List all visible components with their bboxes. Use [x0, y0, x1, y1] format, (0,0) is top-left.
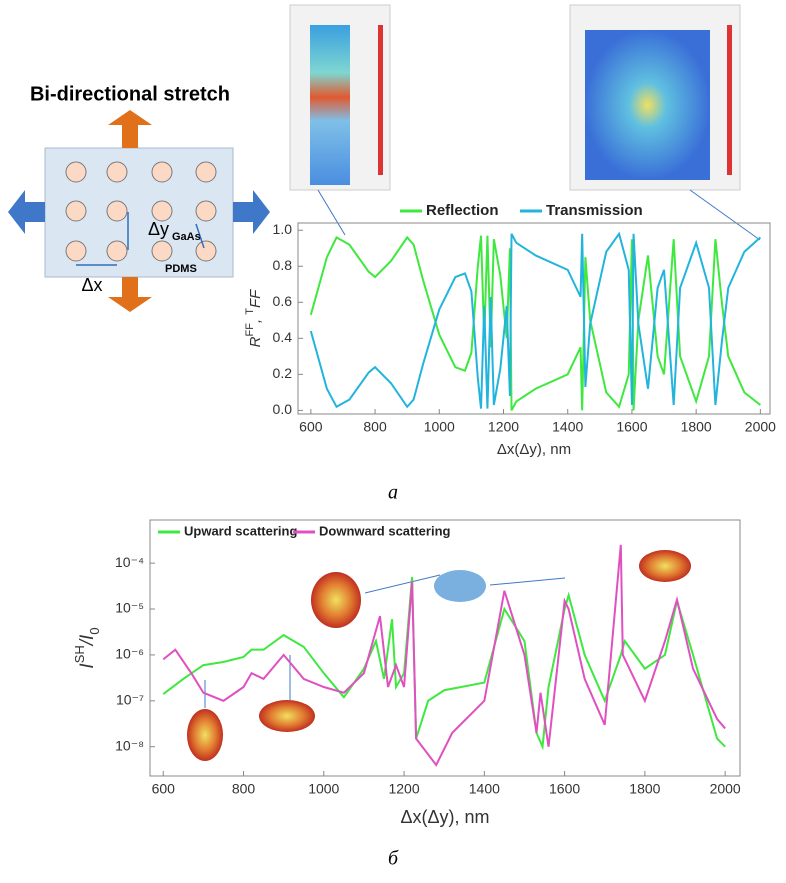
series-line: [162, 576, 726, 751]
y-tick-label: 0.8: [273, 257, 293, 273]
y-axis-label: RFF, TFF: [244, 289, 264, 348]
arrow-right: [233, 190, 270, 234]
legend-label: Transmission: [546, 202, 643, 219]
particles: [65, 161, 217, 262]
y-tick-label: 0.0: [273, 401, 293, 417]
x-tick-label: 1800: [681, 419, 712, 435]
legend-label: Reflection: [426, 202, 499, 219]
y-axis-label-part: /I: [77, 634, 98, 647]
inset-pointers: [317, 189, 761, 241]
y-axis-label-part: T: [244, 308, 256, 315]
legend-label: Downward scattering: [319, 523, 451, 538]
pattern-insets: [187, 550, 691, 761]
x-axis-label: Δx(Δy), nm: [400, 807, 489, 827]
arrow-down: [108, 277, 152, 312]
y-tick-label: 10⁻⁵: [115, 600, 144, 616]
y-tick-label: 0.2: [273, 365, 293, 381]
colorbar: [727, 25, 732, 175]
y-axis-label-part: I: [77, 663, 98, 669]
x-tick-label: 1600: [549, 781, 580, 797]
x-tick-label: 1400: [552, 419, 583, 435]
x-tick-label: 1200: [388, 781, 419, 797]
caption: a: [388, 482, 398, 504]
series-line: [309, 235, 761, 411]
x-tick-label: 1000: [308, 781, 339, 797]
y-tick-label: 10⁻⁶: [115, 646, 144, 662]
y-tick-label: 10⁻⁷: [116, 692, 144, 708]
x-tick-label: 2000: [710, 781, 741, 797]
y-tick-label: 0.6: [273, 293, 293, 309]
material-label: GaAs: [172, 231, 201, 243]
x-tick-label: 800: [232, 781, 256, 797]
x-tick-label: 1400: [469, 781, 500, 797]
y-tick-label: 10⁻⁸: [115, 737, 144, 753]
y-axis-label-part: FF: [244, 323, 256, 337]
field-map: [310, 25, 350, 185]
x-axis-label: Δx(Δy), nm: [497, 441, 571, 458]
field-map: [585, 30, 710, 180]
x-tick-label: 1200: [488, 419, 519, 435]
plot-frame: [297, 222, 771, 415]
caption: б: [388, 848, 399, 870]
y-axis-label-part: SH: [72, 645, 87, 663]
y-tick-label: 0.4: [273, 329, 293, 345]
legend-label: Upward scattering: [184, 523, 297, 538]
spacing-arrows: [76, 212, 205, 266]
y-axis-label-part: 0: [87, 627, 102, 634]
y-tick-label: 1.0: [273, 221, 293, 237]
x-tick-label: 800: [363, 419, 387, 435]
arrow-up: [108, 110, 152, 148]
plot-frame: [149, 519, 741, 777]
dx-label: Δx: [81, 275, 102, 295]
y-axis-label-part: FF: [247, 289, 264, 308]
x-tick-label: 1000: [424, 419, 455, 435]
series-line: [162, 544, 726, 767]
x-tick-label: 1600: [616, 419, 647, 435]
y-axis-label-part: ,: [247, 315, 264, 323]
y-axis-label: ISH/I0: [72, 627, 102, 668]
x-tick-label: 600: [299, 419, 323, 435]
x-tick-label: 1800: [629, 781, 660, 797]
dy-label: Δy: [148, 219, 169, 239]
x-tick-label: 600: [152, 781, 176, 797]
x-tick-label: 2000: [745, 419, 776, 435]
y-axis-label-part: R: [247, 336, 264, 347]
colorbar: [378, 25, 383, 175]
arrow-left: [8, 190, 45, 234]
series-line: [309, 231, 762, 409]
substrate-label: PDMS: [165, 263, 197, 275]
pattern-pointers: [204, 574, 566, 708]
diagram-title: Bi-directional stretch: [30, 83, 230, 105]
y-tick-label: 10⁻⁴: [115, 554, 144, 570]
